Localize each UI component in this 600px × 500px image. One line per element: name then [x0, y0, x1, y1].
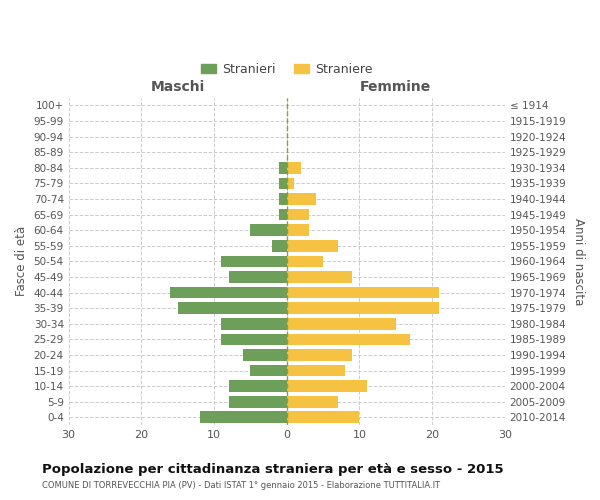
Bar: [229, 396, 287, 407]
Bar: [287, 396, 338, 407]
Bar: [287, 412, 359, 423]
Bar: [287, 271, 352, 283]
Bar: [287, 209, 308, 220]
Y-axis label: Fasce di età: Fasce di età: [15, 226, 28, 296]
Text: Femmine: Femmine: [360, 80, 431, 94]
Bar: [200, 412, 287, 423]
Bar: [280, 178, 287, 190]
Bar: [229, 271, 287, 283]
Bar: [250, 364, 287, 376]
Bar: [287, 178, 294, 190]
Y-axis label: Anni di nascita: Anni di nascita: [572, 218, 585, 305]
Bar: [287, 162, 301, 173]
Bar: [280, 209, 287, 220]
Bar: [287, 302, 439, 314]
Bar: [280, 162, 287, 173]
Bar: [170, 286, 287, 298]
Bar: [221, 256, 287, 267]
Bar: [287, 224, 308, 236]
Bar: [178, 302, 287, 314]
Bar: [287, 349, 352, 361]
Text: COMUNE DI TORREVECCHIA PIA (PV) - Dati ISTAT 1° gennaio 2015 - Elaborazione TUTT: COMUNE DI TORREVECCHIA PIA (PV) - Dati I…: [42, 481, 440, 490]
Bar: [229, 380, 287, 392]
Bar: [221, 334, 287, 345]
Legend: Stranieri, Straniere: Stranieri, Straniere: [196, 58, 378, 81]
Text: Popolazione per cittadinanza straniera per età e sesso - 2015: Popolazione per cittadinanza straniera p…: [42, 462, 503, 475]
Bar: [287, 286, 439, 298]
Bar: [221, 318, 287, 330]
Bar: [287, 334, 410, 345]
Bar: [287, 240, 338, 252]
Bar: [243, 349, 287, 361]
Bar: [287, 193, 316, 205]
Bar: [272, 240, 287, 252]
Bar: [287, 364, 345, 376]
Bar: [280, 193, 287, 205]
Bar: [287, 318, 396, 330]
Bar: [287, 380, 367, 392]
Text: Maschi: Maschi: [151, 80, 205, 94]
Bar: [287, 256, 323, 267]
Bar: [250, 224, 287, 236]
